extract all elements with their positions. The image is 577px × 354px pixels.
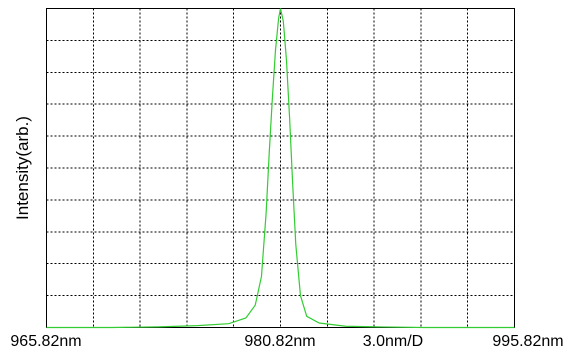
grid-lines <box>46 8 515 328</box>
y-axis-label: Intensity(arb.) <box>13 116 32 220</box>
spectrum-line <box>46 8 515 329</box>
x-tick-label-center: 980.82nm <box>244 333 315 350</box>
x-tick-label-left: 965.82nm <box>10 333 81 350</box>
x-tick-label-right: 995.82nm <box>492 333 563 350</box>
resolution-label: 3.0nm/D <box>363 333 423 350</box>
